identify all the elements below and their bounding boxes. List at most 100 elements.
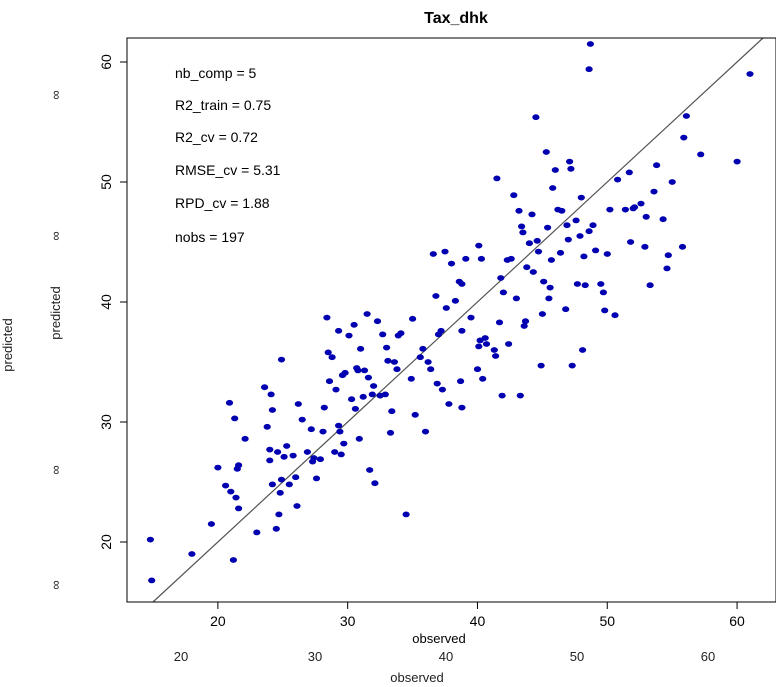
stat-r2-cv: R2_cv = 0.72: [175, 129, 258, 145]
data-point-131: [532, 114, 540, 121]
data-point-78: [397, 330, 405, 337]
data-point-157: [581, 282, 589, 289]
data-point-118: [505, 341, 513, 347]
model-statistics: nb_comp = 5 R2_train = 0.75 R2_cv = 0.72…: [175, 65, 281, 245]
data-point-168: [611, 312, 619, 319]
y-tick-label-30: 30: [98, 414, 114, 430]
data-point-145: [558, 207, 566, 214]
data-point-73: [386, 429, 395, 436]
data-point-36: [310, 455, 318, 461]
ghost-x-tick-20: 20: [174, 649, 188, 664]
data-point-96: [451, 297, 459, 304]
data-point-189: [253, 529, 261, 536]
data-point-174: [637, 200, 645, 207]
stat-r2-train: R2_train = 0.75: [175, 97, 271, 113]
data-point-8: [232, 494, 240, 501]
data-point-28: [285, 481, 293, 488]
data-point-173: [630, 204, 639, 211]
data-point-169: [621, 206, 630, 213]
data-point-166: [603, 251, 611, 257]
data-point-199: [529, 269, 537, 275]
data-point-24: [276, 489, 284, 496]
data-point-114: [495, 319, 504, 326]
data-point-58: [355, 435, 363, 442]
data-point-120: [510, 192, 518, 199]
data-point-63: [364, 374, 372, 381]
data-point-153: [573, 281, 582, 287]
ghost-y-axis-label-outer: predicted: [0, 318, 15, 371]
data-point-202: [614, 176, 622, 183]
data-point-187: [188, 551, 196, 557]
ghost-x-tick-50: 50: [570, 649, 584, 664]
data-point-119: [507, 255, 515, 262]
data-point-121: [512, 295, 521, 302]
data-point-100: [458, 281, 466, 287]
data-point-12: [231, 415, 239, 422]
data-point-205: [697, 151, 705, 158]
data-point-133: [534, 248, 543, 255]
data-point-180: [663, 265, 671, 272]
data-point-197: [467, 314, 475, 321]
data-point-186: [746, 71, 754, 77]
data-point-74: [388, 408, 396, 415]
data-point-98: [457, 378, 465, 385]
data-point-42: [324, 349, 332, 356]
data-point-138: [544, 224, 552, 231]
data-point-67: [371, 480, 379, 487]
data-point-99: [458, 327, 466, 334]
data-point-146: [562, 306, 570, 313]
data-point-183: [680, 134, 688, 141]
data-point-188: [207, 521, 215, 527]
data-point-84: [421, 428, 430, 435]
data-point-54: [350, 321, 358, 328]
data-point-136: [540, 278, 548, 285]
data-point-154: [576, 233, 584, 239]
data-point-22: [272, 525, 280, 532]
data-point-55: [351, 405, 359, 412]
data-point-123: [516, 392, 524, 399]
data-point-47: [336, 428, 344, 435]
data-point-6: [229, 557, 237, 563]
data-point-1: [146, 536, 154, 543]
x-tick-label-50: 50: [599, 613, 615, 629]
data-point-105: [475, 242, 483, 249]
data-point-162: [592, 247, 600, 254]
data-point-101: [458, 404, 466, 411]
data-point-108: [479, 375, 487, 382]
data-point-125: [519, 229, 527, 236]
ghost-x-tick-40: 40: [439, 649, 453, 664]
data-point-79: [402, 511, 410, 518]
data-point-116: [498, 392, 506, 399]
data-point-124: [518, 223, 526, 230]
ghost-y-mark-4: ∞: [48, 580, 63, 589]
plot-frame: [126, 37, 776, 603]
data-point-156: [580, 253, 588, 260]
data-point-181: [664, 252, 672, 259]
data-point-102: [462, 255, 470, 262]
data-point-33: [303, 449, 311, 455]
data-point-95: [447, 260, 456, 267]
data-point-167: [606, 206, 614, 213]
data-point-60: [359, 393, 367, 400]
data-point-19: [266, 457, 274, 464]
data-point-15: [263, 423, 271, 430]
data-point-41: [323, 314, 331, 321]
data-point-143: [551, 167, 559, 173]
data-point-86: [427, 366, 435, 373]
data-point-21: [274, 449, 282, 455]
data-point-32: [292, 474, 300, 481]
data-point-135: [538, 311, 547, 317]
ghost-x-axis-label: observed: [390, 670, 443, 685]
data-point-140: [546, 284, 554, 291]
x-tick-label-30: 30: [340, 613, 356, 629]
data-point-5: [225, 399, 234, 406]
data-point-122: [515, 207, 523, 214]
data-point-196: [433, 380, 441, 387]
y-tick-label-40: 40: [98, 294, 114, 310]
data-point-161: [589, 222, 597, 229]
data-point-130: [528, 211, 536, 218]
data-point-72: [384, 357, 392, 364]
data-point-80: [407, 375, 415, 382]
data-point-23: [275, 511, 283, 518]
